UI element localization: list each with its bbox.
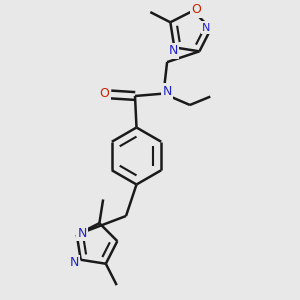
Text: O: O bbox=[192, 3, 202, 16]
Text: N: N bbox=[77, 227, 87, 240]
Text: O: O bbox=[100, 87, 109, 101]
Text: N: N bbox=[169, 44, 178, 58]
Text: N: N bbox=[202, 23, 211, 33]
Text: N: N bbox=[69, 256, 79, 269]
Text: N: N bbox=[162, 85, 172, 98]
